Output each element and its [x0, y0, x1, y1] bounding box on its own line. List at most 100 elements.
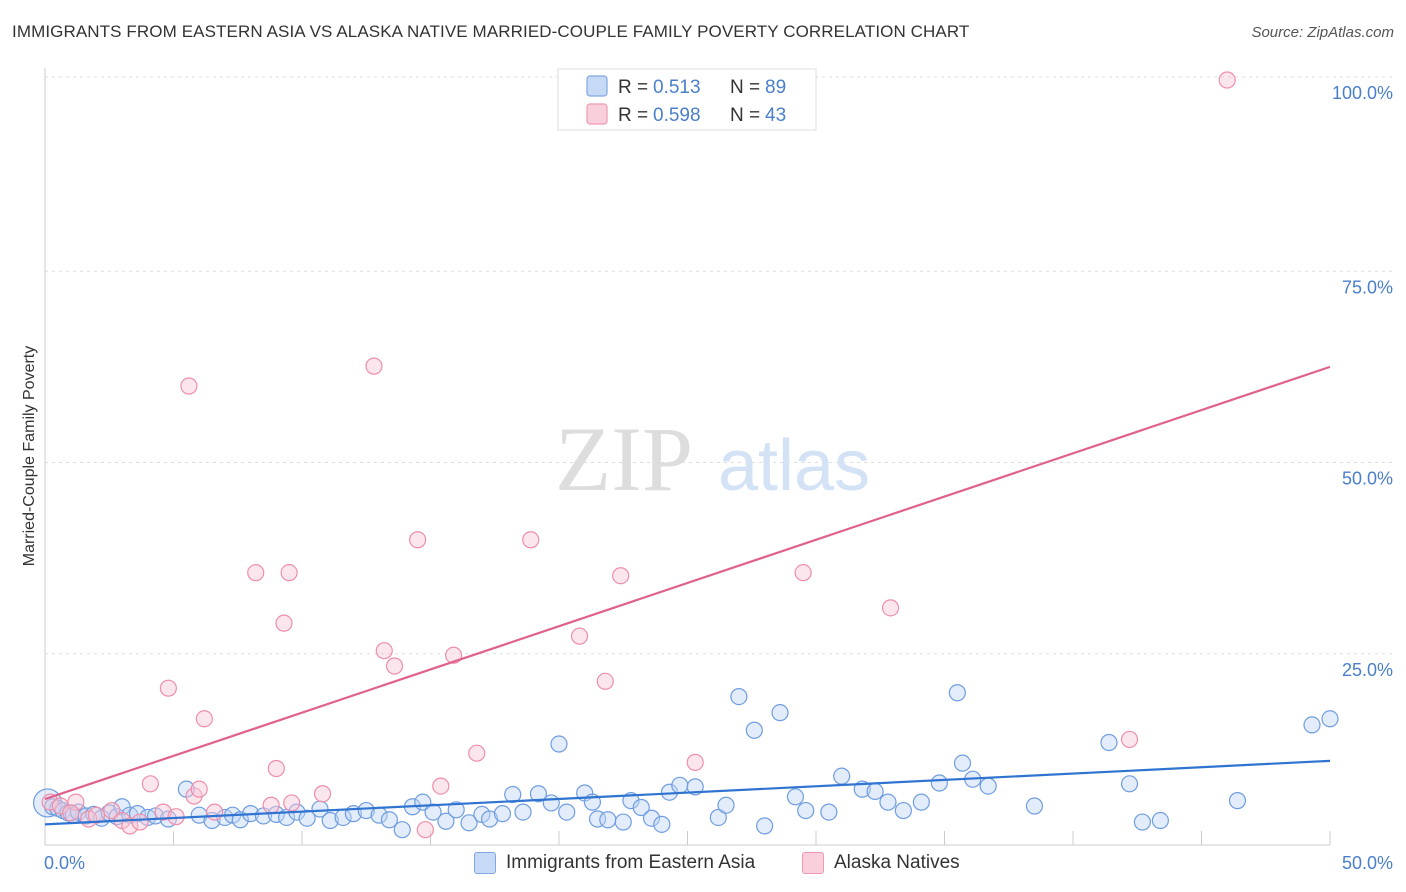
point-immigrants[interactable]	[599, 811, 617, 829]
point-immigrants[interactable]	[614, 813, 632, 831]
point-immigrants[interactable]	[820, 803, 838, 821]
point-alaska[interactable]	[262, 796, 280, 814]
point-immigrants[interactable]	[632, 798, 650, 817]
point-alaska[interactable]	[375, 642, 393, 660]
point-immigrants[interactable]	[550, 735, 568, 753]
point-alaska[interactable]	[416, 821, 434, 839]
legend-r-label-2: R =	[618, 105, 648, 126]
point-immigrants[interactable]	[1228, 792, 1247, 810]
point-immigrants[interactable]	[542, 794, 560, 812]
point-immigrants[interactable]	[504, 785, 522, 804]
point-alaska[interactable]	[1120, 730, 1139, 749]
point-alaska[interactable]	[87, 806, 106, 824]
point-alaska[interactable]	[159, 679, 177, 697]
point-alaska[interactable]	[267, 759, 285, 778]
legend-r-label-1: R =	[618, 77, 648, 98]
watermark-atlas: atlas	[718, 426, 870, 506]
point-immigrants[interactable]	[298, 809, 316, 827]
point-alaska[interactable]	[596, 672, 614, 690]
point-immigrants[interactable]	[393, 821, 411, 839]
point-alaska[interactable]	[195, 710, 213, 728]
point-immigrants[interactable]	[745, 721, 763, 739]
point-alaska[interactable]	[206, 803, 224, 821]
point-alaska[interactable]	[365, 357, 383, 375]
legend-n-value-2: 43	[765, 105, 786, 126]
point-alaska[interactable]	[247, 564, 265, 582]
point-alaska[interactable]	[612, 567, 630, 585]
point-alaska[interactable]	[432, 777, 450, 795]
point-immigrants[interactable]	[755, 817, 774, 835]
point-alaska[interactable]	[468, 744, 486, 762]
point-alaska[interactable]	[62, 804, 80, 822]
point-immigrants[interactable]	[460, 814, 478, 832]
point-immigrants[interactable]	[1321, 710, 1339, 728]
point-alaska[interactable]	[409, 531, 427, 549]
trend-line-alaska	[44, 365, 1331, 801]
point-immigrants[interactable]	[514, 803, 532, 821]
legend-swatch-pink	[586, 103, 608, 125]
point-alaska[interactable]	[180, 377, 198, 395]
point-immigrants[interactable]	[953, 754, 972, 772]
point-immigrants[interactable]	[671, 776, 689, 794]
y-tick-label: 50.0%	[1342, 469, 1393, 489]
bottom-legend-alaska: Alaska Natives	[802, 852, 960, 874]
point-alaska[interactable]	[141, 775, 159, 793]
point-alaska[interactable]	[881, 599, 900, 617]
point-alaska[interactable]	[67, 793, 85, 811]
point-immigrants[interactable]	[930, 774, 948, 792]
y-tick-labels: 25.0% 50.0% 75.0% 100.0%	[1332, 83, 1393, 680]
point-immigrants[interactable]	[1100, 733, 1118, 752]
point-immigrants[interactable]	[321, 811, 339, 830]
point-alaska[interactable]	[313, 785, 332, 803]
point-alaska[interactable]	[154, 803, 172, 821]
point-immigrants[interactable]	[717, 796, 735, 814]
legend-n-label-2: N =	[730, 105, 760, 126]
point-immigrants[interactable]	[437, 812, 455, 830]
point-immigrants[interactable]	[529, 785, 548, 803]
point-immigrants[interactable]	[894, 801, 912, 820]
point-immigrants[interactable]	[1120, 775, 1139, 793]
point-immigrants[interactable]	[357, 801, 375, 820]
point-immigrants[interactable]	[686, 778, 704, 796]
point-immigrants[interactable]	[1025, 797, 1044, 815]
point-alaska[interactable]	[280, 564, 298, 582]
point-alaska[interactable]	[1218, 71, 1236, 89]
point-immigrants[interactable]	[447, 801, 465, 819]
point-immigrants[interactable]	[730, 687, 748, 706]
point-immigrants[interactable]	[481, 810, 499, 828]
point-alaska[interactable]	[131, 813, 149, 831]
legend-r-value-2: 0.598	[653, 105, 701, 126]
point-alaska[interactable]	[686, 753, 704, 771]
point-alaska[interactable]	[283, 794, 301, 812]
point-alaska[interactable]	[522, 531, 540, 549]
point-alaska[interactable]	[275, 614, 293, 632]
point-immigrants[interactable]	[1151, 811, 1169, 830]
point-immigrants[interactable]	[879, 793, 897, 811]
point-immigrants[interactable]	[558, 803, 576, 821]
point-immigrants[interactable]	[912, 793, 930, 811]
point-immigrants[interactable]	[771, 704, 789, 722]
point-immigrants[interactable]	[709, 808, 727, 827]
point-immigrants[interactable]	[833, 767, 851, 785]
point-immigrants[interactable]	[948, 684, 966, 702]
point-immigrants[interactable]	[866, 782, 884, 801]
point-immigrants[interactable]	[1133, 813, 1151, 831]
point-alaska[interactable]	[190, 780, 208, 798]
point-immigrants[interactable]	[1303, 716, 1321, 734]
point-immigrants[interactable]	[653, 815, 671, 833]
point-immigrants[interactable]	[642, 809, 661, 827]
y-tick-label: 75.0%	[1342, 277, 1393, 297]
point-immigrants[interactable]	[380, 811, 398, 829]
point-immigrants[interactable]	[493, 805, 512, 823]
point-immigrants[interactable]	[979, 777, 997, 795]
series-immigrants-points	[32, 684, 1339, 839]
point-immigrants[interactable]	[797, 801, 815, 820]
point-alaska[interactable]	[570, 627, 589, 645]
point-alaska[interactable]	[121, 817, 139, 835]
point-alaska[interactable]	[794, 564, 812, 582]
bottom-legend-swatch-pink	[802, 852, 824, 874]
point-immigrants[interactable]	[786, 788, 805, 806]
point-alaska[interactable]	[103, 801, 121, 820]
source-label: Source: ZipAtlas.com	[1251, 24, 1394, 41]
point-alaska[interactable]	[385, 657, 404, 675]
